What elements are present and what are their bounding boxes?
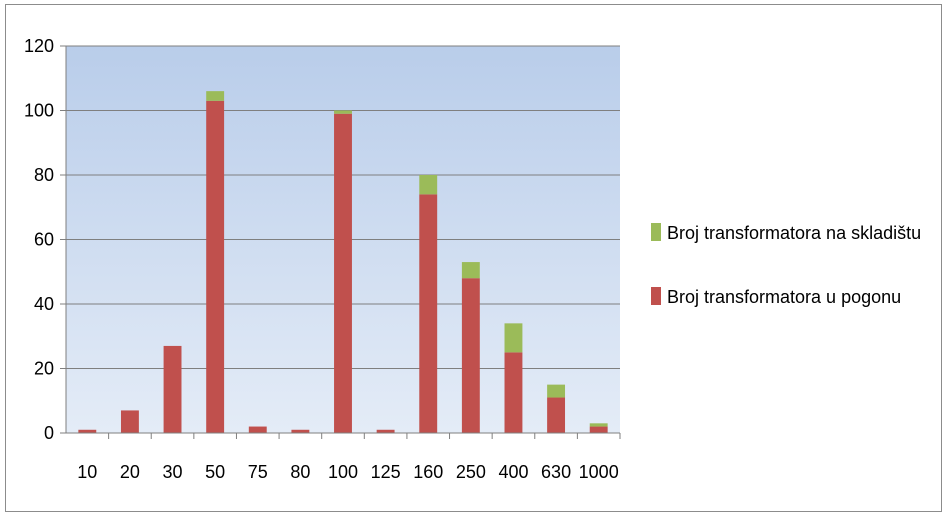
x-tick-label: 160 — [413, 462, 443, 482]
bar-u-pogonu-20 — [120, 410, 139, 433]
bar-u-pogonu-100 — [334, 113, 352, 433]
bar-u-pogonu-30 — [163, 345, 182, 433]
x-tick-label: 250 — [456, 462, 486, 482]
bars — [78, 91, 608, 433]
y-tick-label: 80 — [34, 165, 54, 185]
x-tick-label: 80 — [290, 462, 310, 482]
y-tick-label: 120 — [24, 36, 54, 56]
bar-na-skladistu-100 — [334, 110, 352, 114]
x-tick-label: 50 — [205, 462, 225, 482]
y-tick-label: 60 — [34, 230, 54, 250]
x-tick-label: 400 — [498, 462, 528, 482]
bar-u-pogonu-160 — [419, 194, 438, 433]
legend-label: Broj transformatora na skladištu — [667, 223, 921, 243]
bar-u-pogonu-1000 — [589, 426, 608, 433]
x-tick-label: 20 — [120, 462, 140, 482]
x-tick-labels: 10 20 30 50 75 80 100 125 160 250 400 630 1000 — [77, 433, 621, 482]
x-tick-label: 10 — [77, 462, 97, 482]
bar-u-pogonu-10 — [78, 429, 97, 433]
legend: Broj transformatora na skladištu Broj tra… — [651, 223, 921, 307]
legend-label: Broj transformatora u pogonu — [667, 287, 901, 307]
bar-u-pogonu-400 — [504, 352, 523, 433]
bar-u-pogonu-125 — [376, 429, 395, 433]
y-tick-label: 0 — [44, 423, 54, 443]
bar-na-skladistu-400 — [504, 323, 523, 353]
bar-u-pogonu-80 — [291, 429, 310, 433]
y-tick-label: 100 — [24, 101, 54, 121]
y-tick-labels: 0 20 40 60 80 100 120 — [24, 36, 66, 443]
bar-na-skladistu-160 — [419, 175, 438, 195]
bar-na-skladistu-630 — [547, 384, 566, 398]
bar-na-skladistu-250 — [461, 262, 480, 279]
x-tick-label: 125 — [371, 462, 401, 482]
x-tick-label: 75 — [248, 462, 268, 482]
bar-u-pogonu-50 — [206, 100, 225, 433]
legend-swatch — [651, 287, 661, 305]
x-tick-label: 1000 — [579, 462, 619, 482]
y-tick-label: 20 — [34, 359, 54, 379]
bar-na-skladistu-1000 — [589, 423, 608, 427]
x-tick-label: 100 — [328, 462, 358, 482]
bar-na-skladistu-50 — [206, 91, 225, 101]
y-tick-label: 40 — [34, 294, 54, 314]
x-tick-label: 630 — [541, 462, 571, 482]
bar-u-pogonu-75 — [248, 426, 267, 433]
bar-u-pogonu-250 — [461, 278, 480, 433]
legend-swatch — [651, 223, 661, 241]
x-tick-label: 30 — [163, 462, 183, 482]
bar-u-pogonu-630 — [547, 397, 566, 433]
